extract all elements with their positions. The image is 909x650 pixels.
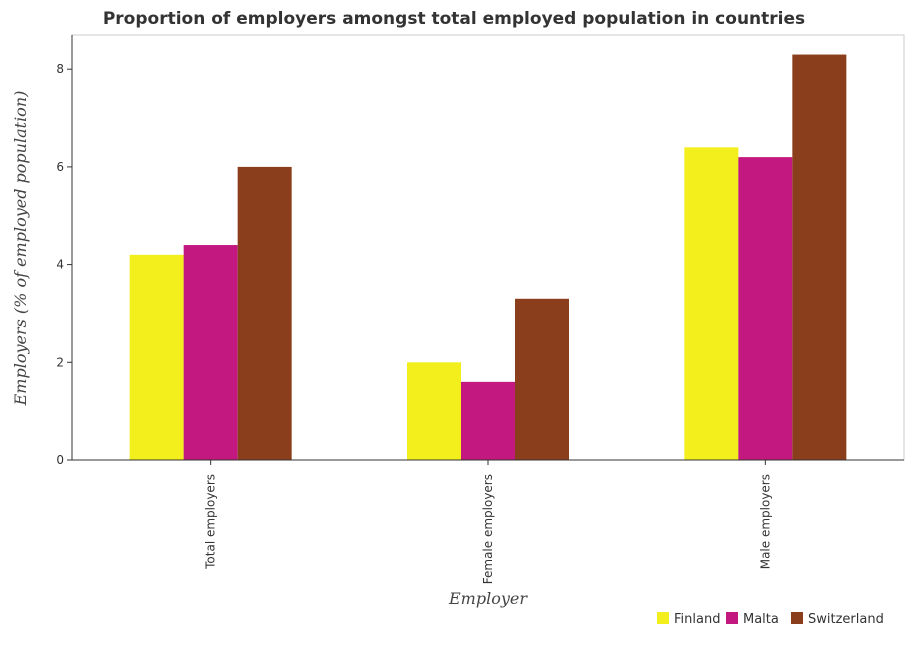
legend-swatch-finland xyxy=(657,612,669,624)
x-tick-label: Male employers xyxy=(758,474,772,569)
legend-label-switzerland: Switzerland xyxy=(808,612,884,627)
bar-switzerland-2 xyxy=(515,298,569,460)
legend-label-malta: Malta xyxy=(743,612,779,627)
y-tick-label: 6 xyxy=(56,160,64,174)
bar-malta-3 xyxy=(738,157,793,460)
bar-finland-2 xyxy=(407,362,461,460)
bars-group xyxy=(129,54,847,461)
y-axis-title: Employers (% of employed population) xyxy=(11,91,30,407)
legend: Finland Malta Switzerland xyxy=(657,612,884,627)
bar-finland-1 xyxy=(129,254,184,460)
x-axis: Total employers Female employers Male empl… xyxy=(72,459,904,584)
y-tick-label: 0 xyxy=(56,453,64,467)
bar-malta-2 xyxy=(461,381,515,460)
x-tick-label: Female employers xyxy=(481,474,495,584)
y-tick-label: 2 xyxy=(56,355,64,369)
bar-switzerland-3 xyxy=(792,54,847,461)
legend-label-finland: Finland xyxy=(674,612,720,627)
chart-title: Proportion of employers amongst total em… xyxy=(103,9,805,29)
bar-malta-1 xyxy=(183,245,238,460)
bar-finland-3 xyxy=(684,147,739,460)
x-tick-label: Total employers xyxy=(204,474,218,570)
x-axis-title: Employer xyxy=(448,589,528,608)
y-tick-label: 4 xyxy=(56,258,64,272)
legend-swatch-switzerland xyxy=(791,612,803,624)
y-axis: 0 2 4 6 8 xyxy=(56,35,73,467)
y-tick-label: 8 xyxy=(56,62,64,76)
legend-swatch-malta xyxy=(726,612,738,624)
bar-switzerland-1 xyxy=(237,166,292,460)
